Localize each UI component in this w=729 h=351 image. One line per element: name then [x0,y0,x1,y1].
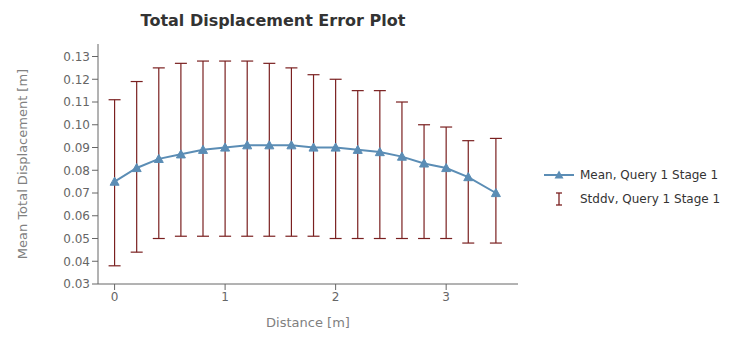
svg-text:0.10: 0.10 [63,118,90,132]
svg-text:Mean Total Displacement [m]: Mean Total Displacement [m] [15,69,30,259]
svg-text:0.04: 0.04 [63,255,90,269]
svg-text:0.05: 0.05 [63,232,90,246]
html-text:Stddv, Query 1 Stage 1: Stddv, Query 1 Stage 1 [580,191,721,206]
svg-text:0.03: 0.03 [63,277,90,291]
svg-text:1: 1 [221,290,229,304]
html-text:Mean, Query 1 Stage 1: Mean, Query 1 Stage 1 [580,167,719,182]
svg-text:0.11: 0.11 [63,95,90,109]
svg-text:2: 2 [332,290,340,304]
svg-text:0.08: 0.08 [63,164,90,178]
svg-text:0.13: 0.13 [63,50,90,64]
svg-text:0.09: 0.09 [63,141,90,155]
html-text:Total Displacement Error Plot: Total Displacement Error Plot [140,11,406,30]
svg-text:3: 3 [442,290,450,304]
svg-text:0.07: 0.07 [63,186,90,200]
svg-text:0: 0 [111,290,119,304]
svg-text:0.12: 0.12 [63,73,90,87]
svg-text:Distance [m]: Distance [m] [266,315,350,330]
svg-text:0.06: 0.06 [63,209,90,223]
